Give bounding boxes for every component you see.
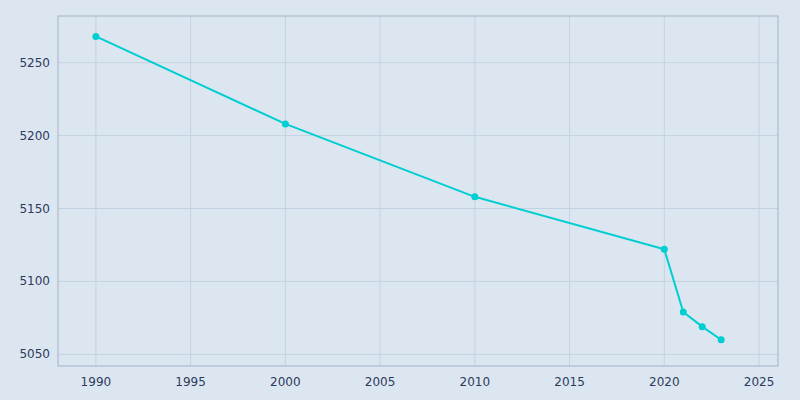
x-tick-label: 2020 — [649, 375, 680, 389]
x-grid-line — [759, 16, 760, 366]
x-tick-label: 2010 — [460, 375, 491, 389]
chart-container: 1990 1995 2000 2005 2010 2015 2020 2025 5050 5100… — [0, 0, 800, 400]
y-tick-label: 5150 — [19, 202, 50, 216]
y-grid-line — [58, 281, 778, 282]
x-tick-label: 2000 — [270, 375, 301, 389]
x-grid-line — [380, 16, 381, 366]
x-grid-line — [285, 16, 286, 366]
series — [92, 33, 724, 343]
y-grid-line — [58, 62, 778, 63]
y-tick-label: 5250 — [19, 56, 50, 70]
point — [92, 33, 99, 40]
grid — [58, 16, 778, 366]
y-grid-line — [58, 135, 778, 136]
x-grid-line — [569, 16, 570, 366]
point — [282, 120, 289, 127]
x-grid-line — [474, 16, 475, 366]
plot-frame — [58, 16, 778, 366]
x-tick-label: 1995 — [175, 375, 206, 389]
x-tick-label: 2025 — [744, 375, 775, 389]
point — [661, 246, 668, 253]
y-grid-line — [58, 208, 778, 209]
x-tick-label: 2015 — [554, 375, 585, 389]
point — [471, 193, 478, 200]
point — [699, 323, 706, 330]
tick-labels: 1990 1995 2000 2005 2010 2015 2020 2025 5050 5100… — [19, 56, 774, 389]
y-grid-line — [58, 354, 778, 355]
x-grid-line — [95, 16, 96, 366]
y-tick-label: 5100 — [19, 274, 50, 288]
background — [0, 0, 800, 400]
x-tick-label: 2005 — [365, 375, 396, 389]
chart-svg: 1990 1995 2000 2005 2010 2015 2020 2025 5050 5100… — [0, 0, 800, 400]
x-tick-label: 1990 — [81, 375, 112, 389]
y-tick-label: 5050 — [19, 347, 50, 361]
x-grid-line — [664, 16, 665, 366]
point — [718, 336, 725, 343]
x-grid-line — [190, 16, 191, 366]
y-tick-label: 5200 — [19, 129, 50, 143]
point — [680, 309, 687, 316]
line — [96, 36, 721, 339]
